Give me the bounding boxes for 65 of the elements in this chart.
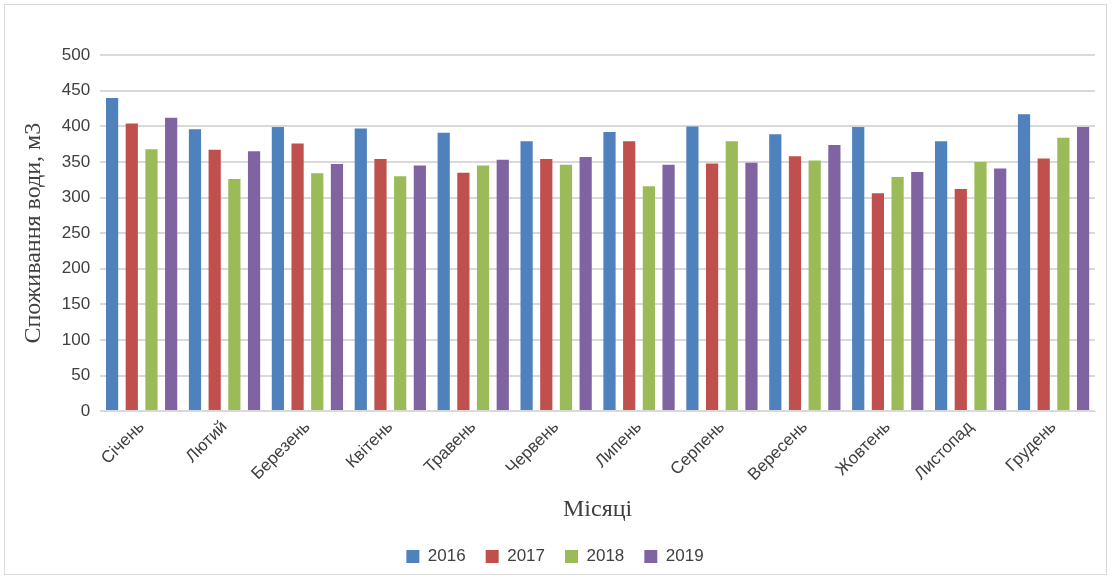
bar — [808, 160, 821, 411]
y-tick-label: 100 — [61, 329, 91, 349]
bar — [974, 161, 987, 411]
y-tick-label: 250 — [61, 222, 91, 242]
bar — [311, 173, 324, 411]
bar — [769, 134, 782, 411]
bar — [188, 129, 202, 411]
bar — [354, 128, 367, 411]
bar — [165, 117, 178, 411]
bar — [476, 165, 490, 411]
legend-label: 2019 — [665, 546, 704, 566]
bar — [954, 189, 967, 411]
bar — [828, 144, 841, 411]
y-tick-label: 450 — [61, 80, 91, 100]
bar — [1037, 158, 1050, 411]
bar — [935, 141, 948, 411]
y-tick-label: 150 — [61, 294, 91, 314]
bar — [247, 151, 261, 411]
bar — [852, 127, 865, 411]
y-tick-label: 50 — [71, 365, 91, 385]
legend-label: 2017 — [507, 546, 546, 566]
y-tick-label: 400 — [61, 116, 91, 136]
bar — [603, 132, 616, 411]
bar — [725, 141, 738, 411]
legend-label: 2018 — [586, 546, 625, 566]
bar — [871, 193, 884, 411]
bar — [437, 132, 450, 411]
bar — [228, 179, 241, 411]
bar — [623, 141, 636, 411]
bar — [145, 149, 158, 411]
bar — [374, 159, 387, 411]
x-axis-title: Місяці — [562, 494, 633, 521]
y-tick-label: 300 — [61, 187, 91, 207]
bar — [520, 141, 533, 411]
bar — [705, 163, 719, 411]
bar — [788, 156, 802, 411]
bar — [540, 159, 553, 411]
y-tick-label: 350 — [61, 151, 91, 171]
y-tick-label: 200 — [61, 258, 91, 278]
bar — [1057, 137, 1070, 411]
bar — [579, 156, 592, 411]
bar — [911, 171, 924, 411]
bar — [105, 97, 119, 411]
y-axis-title: Споживання води, м3 — [18, 122, 45, 344]
bar — [1076, 127, 1090, 411]
bar — [394, 176, 407, 411]
legend-label: 2016 — [427, 546, 466, 566]
bar — [686, 126, 699, 411]
bar — [496, 159, 509, 411]
bar — [559, 164, 573, 411]
bar — [125, 123, 138, 411]
y-tick-label: 0 — [80, 400, 91, 420]
bar — [745, 162, 758, 411]
bar — [642, 186, 655, 411]
bar — [291, 143, 304, 411]
bar — [208, 149, 221, 411]
bar — [1017, 114, 1031, 411]
bar — [994, 168, 1007, 411]
bar — [457, 172, 470, 411]
bar — [271, 127, 284, 411]
bar — [330, 164, 344, 411]
y-tick-label: 500 — [61, 44, 91, 64]
bar — [891, 176, 904, 411]
bar — [413, 165, 426, 411]
bar — [662, 164, 675, 411]
